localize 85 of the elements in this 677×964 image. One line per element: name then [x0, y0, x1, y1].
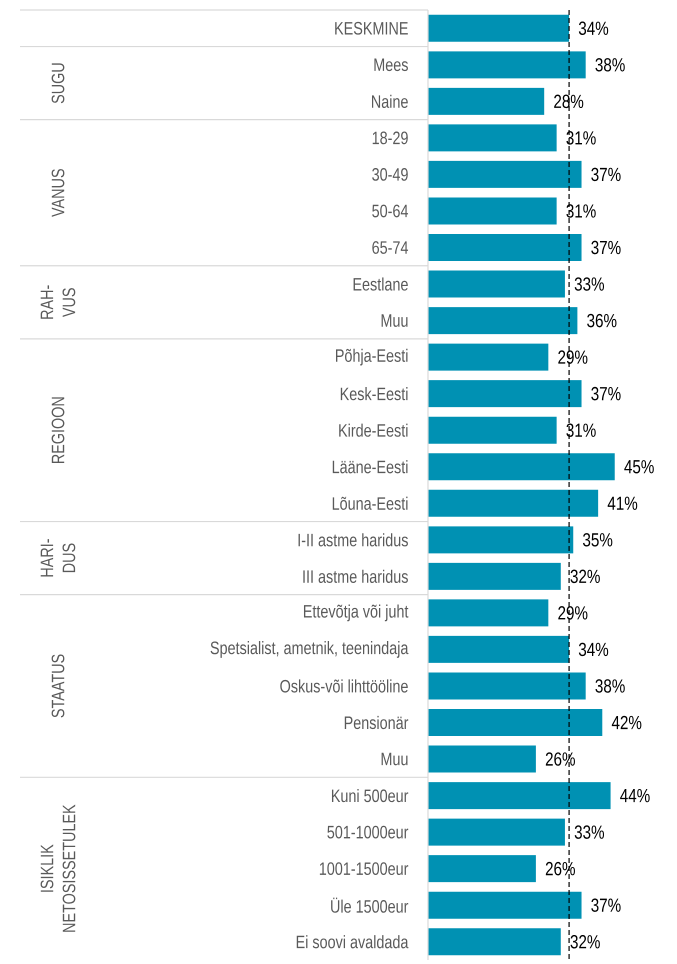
text: REGIOON [52, 397, 64, 464]
bar [428, 270, 565, 298]
data-label: 29% [558, 350, 588, 364]
data-label: 34% [578, 642, 608, 656]
bar [428, 599, 548, 626]
bar [428, 344, 548, 371]
data-label: 34% [578, 22, 608, 36]
y-tick-label: Lääne-Eesti [332, 460, 408, 474]
bar [428, 855, 536, 882]
y-tick-label: Pensionär [344, 716, 408, 730]
bar [428, 88, 544, 115]
bar [428, 928, 561, 956]
y-tick-label: 18-29 [372, 132, 408, 144]
bar [428, 197, 557, 224]
text: ISIKLIK NETOSISSETULEK [40, 804, 76, 932]
bar [428, 892, 582, 919]
bar [428, 526, 574, 554]
bar [428, 746, 536, 773]
data-label: 44% [620, 788, 650, 802]
y-tick-label: 1001-1500eur [320, 862, 408, 876]
data-label: 29% [558, 606, 588, 620]
text: STAATUS [52, 654, 64, 718]
data-label: 26% [546, 752, 575, 766]
text: SUGU [52, 63, 64, 104]
data-label: 38% [595, 58, 625, 72]
bar [428, 782, 611, 810]
data-label: 42% [612, 716, 642, 730]
y-tick-label: Mees [374, 58, 408, 72]
y-tick-label: 501-1000eur [327, 826, 408, 838]
data-label: 36% [587, 314, 616, 328]
bar [428, 14, 570, 42]
bar [428, 160, 582, 188]
bar [428, 51, 586, 78]
bar [428, 380, 582, 408]
data-label: 31% [566, 204, 596, 218]
y-tick-label: KESKMINE [335, 22, 408, 35]
bar [428, 416, 557, 444]
y-tick-label: Kuni 500eur [332, 788, 408, 802]
data-label: 32% [570, 570, 600, 584]
data-label: 37% [591, 898, 621, 912]
y-tick-label: Ei soovi avaldada [296, 935, 408, 948]
y-tick-label: Muu [382, 752, 408, 766]
y-tick-label: Muu [382, 314, 408, 327]
y-tick-label: I-II astme haridus [298, 533, 408, 546]
data-label: 28% [554, 94, 584, 108]
y-tick-label: Naine [372, 94, 408, 108]
data-label: 26% [546, 862, 575, 876]
bar [428, 562, 561, 590]
y-tick-label: Ettevõtja või juht [304, 604, 408, 622]
y-tick-label: Kesk-Eesti [340, 387, 408, 400]
bar [428, 818, 565, 846]
y-tick-label: Oskus-või lihttööline [280, 679, 408, 693]
data-label: 31% [566, 131, 596, 145]
data-label: 35% [583, 533, 612, 547]
data-label: 37% [591, 168, 621, 182]
y-tick-label: 65-74 [372, 241, 408, 254]
data-label: 32% [570, 935, 600, 948]
y-tick-label: 50-64 [372, 204, 408, 218]
data-label: 33% [574, 825, 604, 839]
y-tick-label: Lõuna-Eesti [332, 496, 408, 510]
data-label: 41% [608, 496, 638, 510]
y-tick-label: Eestlane [354, 277, 408, 291]
bar [428, 453, 615, 480]
text: VANUS [52, 169, 64, 217]
data-label: 37% [591, 386, 621, 400]
y-tick-label: III astme haridus [303, 570, 408, 583]
data-label: 38% [595, 679, 625, 693]
y-tick-label: Spetsialist, ametnik, teenindaja [210, 641, 408, 658]
text: HARI- DUS [40, 539, 76, 577]
y-tick-label: Põhja-Eesti [336, 348, 408, 366]
bar [428, 709, 602, 736]
text: RAH- VUS [40, 285, 76, 319]
y-tick-label: Üle 1500eur [331, 898, 408, 913]
bar [428, 234, 582, 262]
data-label: 37% [591, 240, 621, 254]
bar [428, 672, 586, 700]
data-label: 31% [566, 423, 596, 437]
bar [428, 490, 598, 517]
y-tick-label: Kirde-Eesti [339, 424, 408, 437]
bar [428, 307, 578, 334]
data-label: 45% [624, 460, 654, 474]
y-tick-label: 30-49 [372, 168, 408, 181]
bar [428, 124, 557, 152]
data-label: 33% [574, 277, 604, 291]
bar [428, 636, 570, 663]
